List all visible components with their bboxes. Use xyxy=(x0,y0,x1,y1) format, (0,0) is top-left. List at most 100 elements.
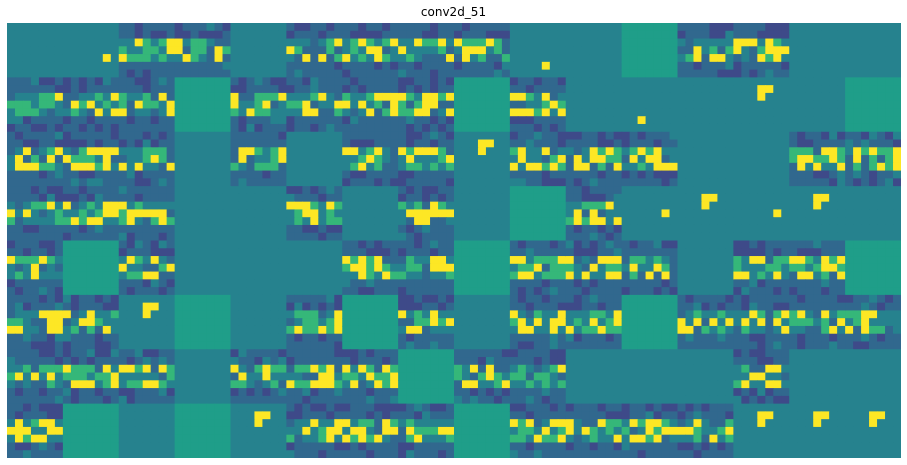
feature-cell xyxy=(198,116,208,125)
feature-cell xyxy=(757,116,766,125)
feature-cell xyxy=(294,85,303,94)
feature-cell xyxy=(861,318,870,327)
feature-cell xyxy=(94,170,104,179)
feature-cell xyxy=(861,341,870,350)
feature-cell xyxy=(230,30,240,40)
feature-cell xyxy=(557,23,567,32)
feature-cell xyxy=(166,325,176,335)
feature-cell xyxy=(102,38,112,47)
feature-cell xyxy=(485,263,495,273)
feature-cell xyxy=(366,123,375,133)
feature-cell xyxy=(805,46,814,55)
feature-cell xyxy=(86,77,96,86)
feature-cell xyxy=(286,186,295,195)
feature-cell xyxy=(789,38,798,47)
feature-cell xyxy=(781,256,790,265)
feature-cell xyxy=(549,54,559,63)
feature-cell xyxy=(294,69,303,78)
feature-cell xyxy=(885,155,894,164)
feature-cell xyxy=(430,131,439,141)
feature-cell xyxy=(709,178,719,187)
feature-cell xyxy=(198,23,208,32)
feature-cell xyxy=(286,77,295,86)
feature-cell xyxy=(398,240,407,249)
feature-cell xyxy=(653,224,663,234)
feature-cell xyxy=(469,30,479,40)
feature-map-tile xyxy=(454,23,511,78)
feature-cell xyxy=(813,333,822,343)
feature-cell xyxy=(318,77,327,86)
feature-cell xyxy=(661,77,671,86)
feature-cell xyxy=(62,178,72,187)
feature-cell xyxy=(621,69,631,78)
feature-cell xyxy=(821,263,830,273)
feature-cell xyxy=(565,201,575,211)
feature-cell xyxy=(629,116,639,125)
feature-cell xyxy=(46,388,56,397)
feature-cell xyxy=(621,139,631,148)
feature-cell xyxy=(190,201,200,211)
feature-map-tile xyxy=(509,240,567,296)
feature-cell xyxy=(773,108,782,117)
feature-cell xyxy=(30,186,40,195)
feature-cell xyxy=(358,147,367,156)
feature-cell xyxy=(222,54,232,63)
feature-cell xyxy=(414,23,423,32)
feature-cell xyxy=(717,310,726,319)
feature-cell xyxy=(454,333,463,343)
feature-cell xyxy=(645,155,655,164)
feature-cell xyxy=(557,325,567,335)
feature-cell xyxy=(262,333,272,343)
feature-cell xyxy=(422,170,431,179)
feature-cell xyxy=(142,30,152,40)
feature-cell xyxy=(757,147,766,156)
feature-cell xyxy=(102,263,112,273)
feature-cell xyxy=(661,54,671,63)
feature-cell xyxy=(725,294,734,304)
feature-cell xyxy=(469,23,479,32)
feature-cell xyxy=(685,116,695,125)
feature-cell xyxy=(430,69,439,78)
feature-cell xyxy=(493,279,503,288)
feature-cell xyxy=(198,108,208,117)
feature-cell xyxy=(709,325,719,335)
feature-cell xyxy=(190,123,200,133)
feature-cell xyxy=(174,46,184,55)
feature-cell xyxy=(398,263,407,273)
feature-cell xyxy=(861,310,870,319)
feature-cell xyxy=(485,302,495,312)
feature-cell xyxy=(613,178,623,187)
feature-cell xyxy=(637,139,647,148)
feature-cell xyxy=(310,240,319,249)
feature-cell xyxy=(677,256,687,265)
feature-cell xyxy=(725,131,734,141)
feature-cell xyxy=(853,54,862,63)
feature-cell xyxy=(182,77,192,86)
feature-cell xyxy=(573,193,583,203)
feature-cell xyxy=(422,131,431,141)
feature-cell xyxy=(669,333,679,343)
feature-cell xyxy=(693,248,703,257)
feature-cell xyxy=(765,38,774,47)
feature-cell xyxy=(358,131,367,141)
feature-cell xyxy=(541,263,551,273)
feature-cell xyxy=(446,248,455,257)
feature-cell xyxy=(158,248,168,257)
feature-cell xyxy=(366,178,375,187)
feature-cell xyxy=(701,318,711,327)
feature-cell xyxy=(621,131,631,141)
feature-cell xyxy=(837,248,846,257)
feature-cell xyxy=(318,46,327,55)
feature-cell xyxy=(637,310,647,319)
feature-cell xyxy=(781,271,790,280)
feature-cell xyxy=(238,54,248,63)
feature-cell xyxy=(797,201,806,211)
feature-cell xyxy=(198,69,208,78)
feature-cell xyxy=(845,123,854,133)
feature-cell xyxy=(102,364,112,374)
feature-cell xyxy=(597,310,607,319)
feature-cell xyxy=(86,30,96,40)
feature-cell xyxy=(477,310,487,319)
feature-cell xyxy=(110,302,120,312)
feature-cell xyxy=(142,325,152,335)
